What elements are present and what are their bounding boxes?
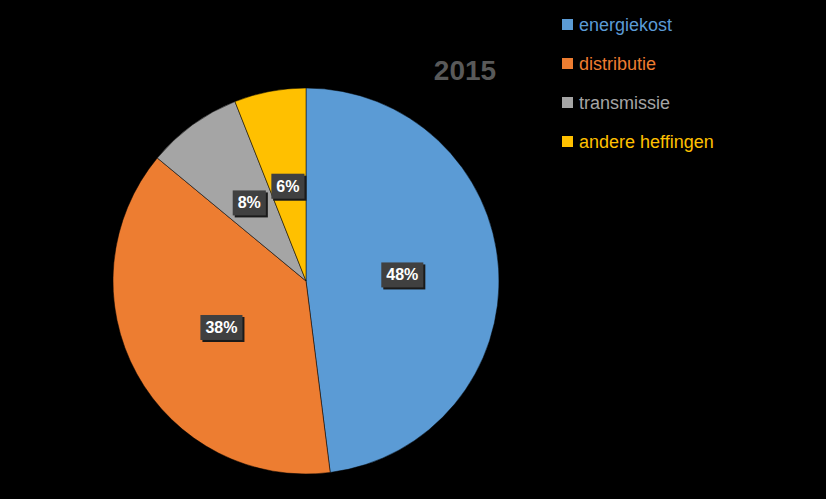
background <box>0 0 826 499</box>
legend-label: andere heffingen <box>579 132 714 152</box>
data-label: 8% <box>238 194 261 211</box>
data-label: 6% <box>276 178 299 195</box>
legend-label: transmissie <box>579 93 670 113</box>
chart: 48% 38% 8% 6% 2015 energiekost distributie tran… <box>0 0 826 499</box>
legend-label: distributie <box>579 54 656 74</box>
slices <box>113 88 499 474</box>
data-label-box <box>233 190 266 215</box>
legend-label: energiekost <box>579 15 672 35</box>
legend: energiekost distributie transmissie andere … <box>562 15 714 152</box>
data-label-box <box>271 174 304 199</box>
legend-swatch <box>562 58 573 69</box>
legend-swatch <box>562 136 573 147</box>
pie-slice <box>306 88 499 472</box>
data-label: 48% <box>386 266 418 283</box>
data-label-box <box>381 262 423 287</box>
chart-title: 2015 <box>434 55 496 86</box>
data-label: 38% <box>205 319 237 336</box>
legend-swatch <box>562 19 573 30</box>
legend-swatch <box>562 97 573 108</box>
pie-slice <box>235 88 306 281</box>
data-label-box <box>200 315 242 340</box>
